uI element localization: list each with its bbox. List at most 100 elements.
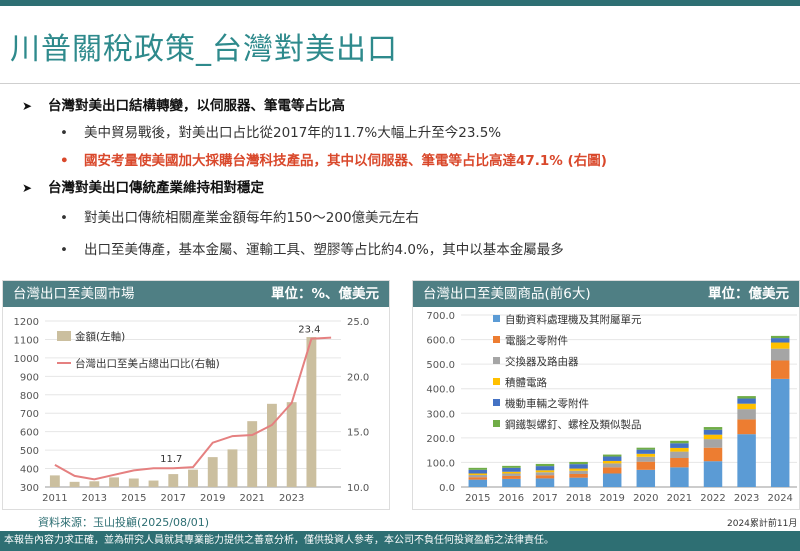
- legend-swatch: [493, 378, 500, 385]
- x-tick-label: 2018: [566, 493, 591, 504]
- stacked-bar-segment: [569, 473, 588, 478]
- stacked-bar-segment: [737, 403, 756, 410]
- bar: [89, 481, 100, 487]
- series-line: [54, 336, 332, 481]
- stacked-bar-segment: [670, 458, 689, 468]
- x-tick-label: 2024: [767, 493, 792, 504]
- stacked-bar-segment: [502, 478, 521, 487]
- bullet-item-text: 國安考量使美國加大採購台灣科技產品，其中以伺服器、筆電等占比高達47.1% (右…: [84, 153, 607, 169]
- stacked-bar-segment: [602, 454, 622, 457]
- left-chart-panel: 台灣出口至美國市場 單位：%、億美元 300 400 500 600 700 800 900…: [2, 280, 390, 510]
- bullet-item-text: 出口至美傳產，基本金屬、運輸工具、塑膠等占比約4.0%，其中以基本金屬最多: [84, 242, 564, 258]
- page-title: 川普關稅政策_台灣對美出口: [10, 32, 398, 67]
- stacked-bar-segment: [670, 467, 689, 487]
- stacked-bar-segment: [569, 477, 588, 487]
- x-tick-label: 2015: [465, 493, 490, 504]
- stacked-bar-segment: [703, 427, 723, 430]
- bar: [109, 477, 119, 487]
- disclaimer-footer: 本報告內容力求正確，並為研究人員就其專業能力提供之善意分析，僅供投資人參考，本公…: [0, 531, 800, 551]
- right-chart-unit: 單位：億美元: [708, 286, 789, 302]
- right-chart-svg: 0.0 100.0 200.0 300.0 400.0 500.0 600.0 700.0 20…: [426, 311, 797, 504]
- stacked-bar-segment: [737, 396, 756, 399]
- y-left-tick-label: 400: [20, 465, 39, 476]
- bullet-item-text: 對美出口傳統相關產業金額每年約150～200億美元左右: [84, 210, 420, 226]
- stacked-bar-segment: [502, 465, 521, 468]
- stacked-bar-segment: [468, 467, 488, 470]
- legend-label: 鋼鐵製螺釘、螺栓及類似製品: [505, 418, 642, 431]
- bar: [168, 474, 179, 487]
- stacked-bar-segment: [569, 470, 588, 474]
- stacked-bar-segment: [602, 456, 622, 461]
- stacked-bar-segment: [569, 461, 588, 465]
- stacked-bar-segment: [737, 398, 756, 404]
- y-tick-label: 100.0: [426, 458, 455, 469]
- title-divider: [0, 83, 800, 84]
- legend-swatch: [493, 420, 500, 427]
- stacked-bar-segment: [468, 473, 488, 475]
- legend-swatch: [493, 399, 500, 406]
- bullet-item-text: 美中貿易戰後，對美出口占比從2017年的11.7%大幅上升至今23.5%: [84, 125, 502, 141]
- stacked-bar-segment: [636, 447, 656, 450]
- stacked-bar-segment: [770, 335, 790, 339]
- stacked-bar-segment: [670, 443, 689, 448]
- bar: [207, 457, 218, 487]
- stacked-bar-segment: [569, 464, 588, 469]
- bullet-item: • 出口至美傳產，基本金屬、運輸工具、塑膠等占比約4.0%，其中以基本金屬最多: [22, 234, 792, 266]
- stacked-bar-segment: [602, 463, 622, 468]
- bullet-list: ➤ 台灣對美出口結構轉變，以伺服器、筆電等占比高 • 美中貿易戰後，對美出口占比…: [22, 96, 792, 266]
- data-label: 11.7: [160, 454, 182, 465]
- stacked-bar-segment: [636, 469, 656, 487]
- stacked-bar-segment: [703, 434, 723, 440]
- stacked-bar-segment: [703, 461, 723, 487]
- arrow-bullet-icon: ➤: [22, 181, 33, 195]
- stacked-bar-segment: [468, 469, 488, 474]
- stacked-bar-segment: [770, 342, 790, 349]
- legend-label: 金額(左軸): [75, 330, 125, 343]
- bullet-heading-text: 台灣對美出口傳統產業維持相對穩定: [48, 180, 264, 196]
- stacked-bar-segment: [602, 467, 622, 474]
- stacked-bar-segment: [670, 451, 689, 459]
- bar: [49, 475, 60, 487]
- stacked-bar-segment: [770, 378, 790, 487]
- x-tick-label: 2017: [532, 493, 557, 504]
- dot-bullet-icon: •: [60, 153, 69, 169]
- dot-bullet-icon: •: [60, 125, 68, 141]
- x-tick-label: 2019: [200, 493, 225, 504]
- bar: [306, 337, 317, 487]
- legend-label: 電腦之零附件: [505, 334, 568, 347]
- stacked-bar-segment: [602, 460, 622, 464]
- bullet-heading-1: ➤ 台灣對美出口結構轉變，以伺服器、筆電等占比高: [22, 96, 792, 120]
- y-left-tick-label: 1200: [14, 317, 39, 328]
- y-left-tick-label: 500: [20, 446, 39, 457]
- y-left-tick-label: 700: [20, 409, 39, 420]
- x-tick-label: 2023: [734, 493, 759, 504]
- stacked-bar-segment: [770, 348, 790, 361]
- stacked-bar-segment: [535, 466, 555, 471]
- bar: [69, 481, 80, 487]
- x-tick-label: 2023: [279, 493, 304, 504]
- left-chart-unit: 單位：%、億美元: [270, 286, 379, 302]
- y-left-tick-label: 900: [20, 372, 39, 383]
- legend-label: 機動車輛之零附件: [505, 397, 589, 410]
- bullet-heading-text: 台灣對美出口結構轉變，以伺服器、筆電等占比高: [48, 98, 345, 114]
- note-2024: 2024累計前11月: [727, 519, 798, 529]
- stacked-bar-segment: [535, 463, 555, 467]
- dot-bullet-icon: •: [60, 242, 68, 258]
- stacked-bar-segment: [703, 447, 723, 462]
- y-tick-label: 0.0: [439, 483, 455, 494]
- legend-label: 積體電路: [505, 376, 547, 389]
- x-tick-label: 2017: [161, 493, 186, 504]
- bar: [286, 402, 297, 487]
- bar: [267, 403, 277, 487]
- y-tick-label: 200.0: [426, 434, 455, 445]
- stacked-bar-segment: [535, 478, 555, 487]
- y-left-tick-label: 1100: [14, 335, 39, 346]
- bar: [188, 469, 198, 487]
- stacked-bar-segment: [636, 456, 656, 462]
- bullet-heading-2: ➤ 台灣對美出口傳統產業維持相對穩定: [22, 178, 792, 202]
- data-label: 23.4: [298, 325, 320, 336]
- stacked-bar-segment: [636, 461, 656, 470]
- stacked-bar-segment: [636, 453, 656, 457]
- left-chart-svg: 300 400 500 600 700 800 900 1000 1100 1200 10.0 15.…: [14, 317, 370, 504]
- y-right-tick-label: 20.0: [347, 372, 369, 383]
